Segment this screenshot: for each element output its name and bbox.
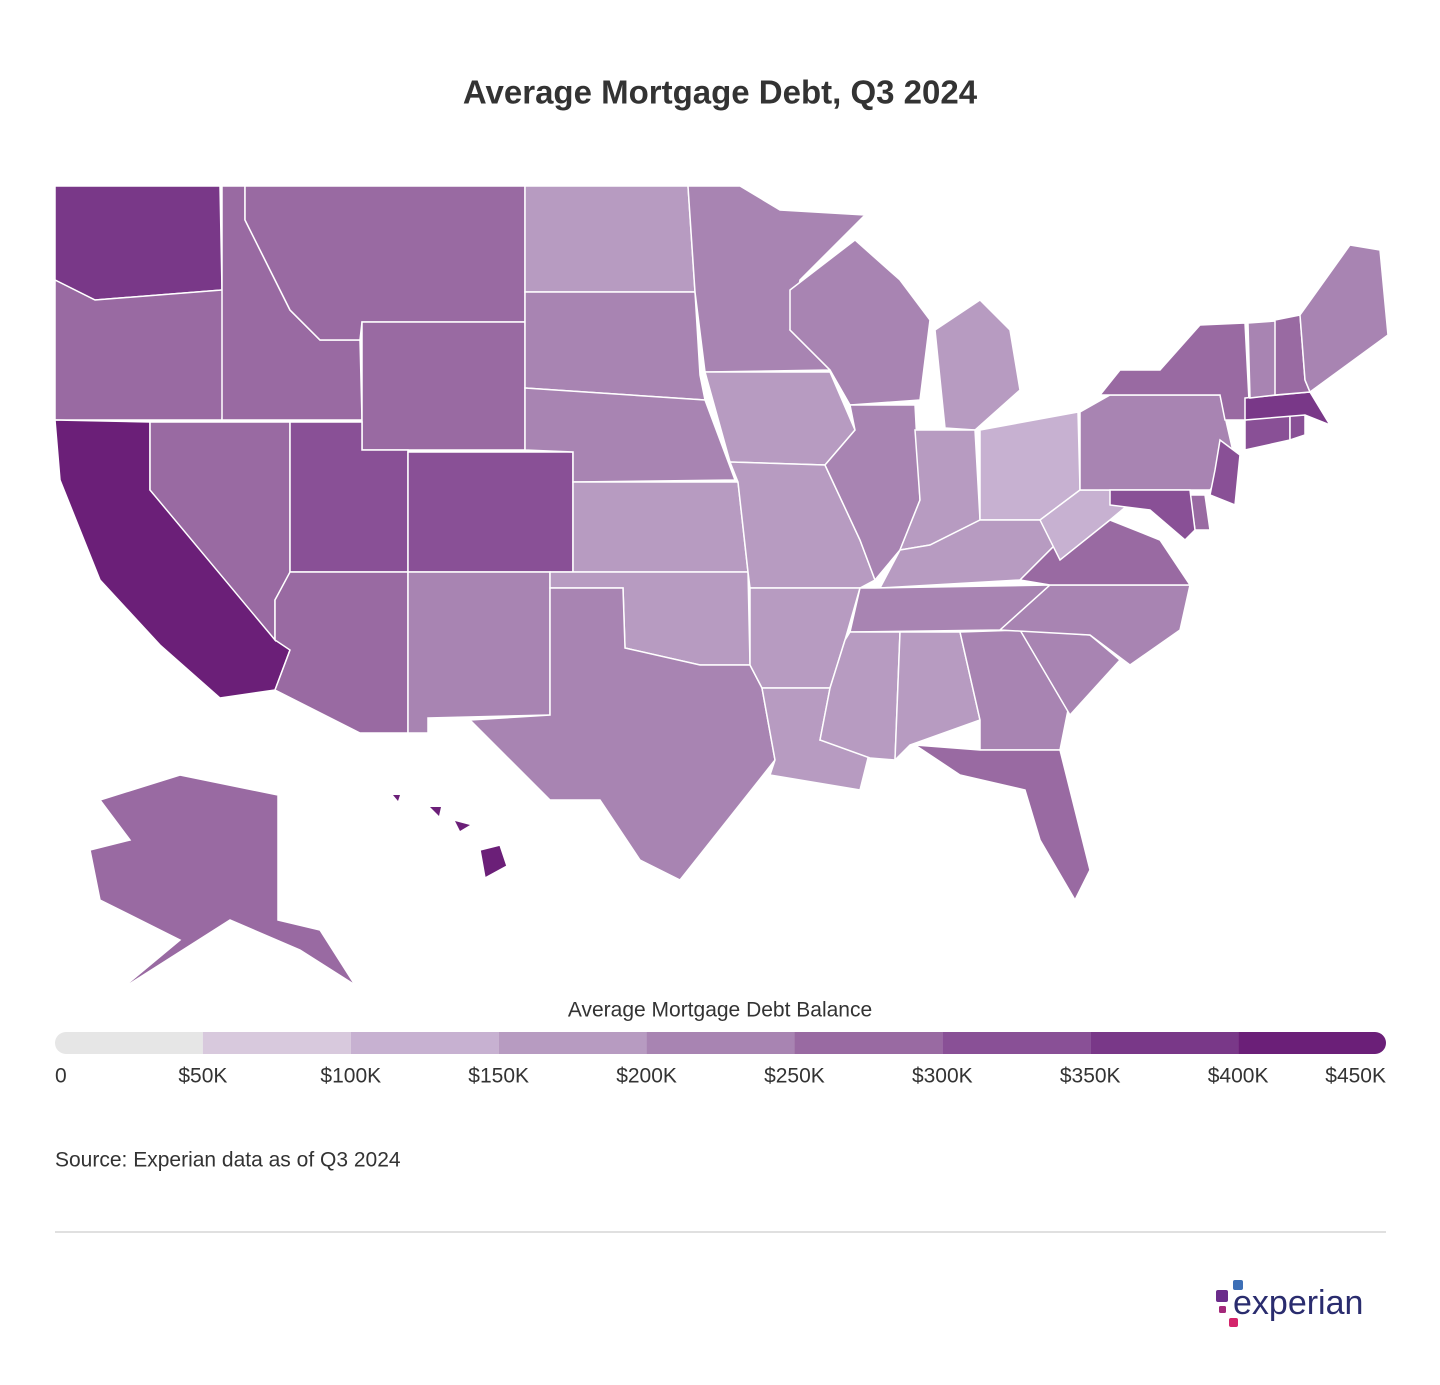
region-island	[455, 821, 470, 831]
legend-bin	[794, 1032, 943, 1054]
region	[54, 185, 223, 301]
legend-bin	[498, 1032, 647, 1054]
legend-bin	[942, 1032, 1091, 1054]
legend-tick-label: $400K	[1208, 1065, 1269, 1088]
region	[1299, 244, 1389, 394]
region	[789, 239, 931, 406]
legend-bin	[646, 1032, 795, 1054]
legend-scale	[55, 1032, 1386, 1054]
region	[468, 587, 776, 881]
region	[572, 481, 749, 573]
legend-tick-label: $350K	[1060, 1065, 1121, 1088]
region	[912, 744, 1091, 902]
region	[849, 584, 1052, 633]
region	[274, 571, 409, 734]
region-island	[393, 795, 400, 801]
us-map	[54, 185, 1389, 991]
chart-title: Average Mortgage Debt, Q3 2024	[463, 74, 978, 111]
region	[1244, 414, 1291, 451]
source-note: Source: Experian data as of Q3 2024	[55, 1149, 401, 1172]
legend-title: Average Mortgage Debt Balance	[568, 999, 872, 1022]
region	[934, 299, 1021, 431]
region	[407, 451, 574, 573]
legend-bin	[1090, 1032, 1239, 1054]
legend-tick-label: $50K	[178, 1065, 227, 1088]
region	[1209, 438, 1241, 507]
region	[524, 185, 696, 293]
legend-tick-label: $450K	[1325, 1065, 1386, 1088]
legend-tick-label: $200K	[616, 1065, 677, 1088]
region	[1109, 489, 1196, 542]
logo-mark	[1216, 1280, 1243, 1327]
legend-tick-label: $250K	[764, 1065, 825, 1088]
legend-tick-label: $150K	[468, 1065, 529, 1088]
region	[524, 291, 706, 401]
logo-text: experian	[1233, 1284, 1363, 1322]
legend-tick-label: $100K	[320, 1065, 381, 1088]
region	[361, 321, 526, 451]
legend-bin	[1238, 1032, 1386, 1054]
region	[54, 278, 231, 421]
legend-bin	[202, 1032, 351, 1054]
region	[1098, 322, 1251, 421]
region	[894, 631, 981, 762]
region	[479, 844, 508, 880]
region	[89, 774, 356, 991]
legend-bin	[350, 1032, 499, 1054]
region	[704, 371, 856, 466]
region	[407, 571, 551, 734]
region	[1079, 394, 1236, 491]
legend-tick-label: $300K	[912, 1065, 973, 1088]
region-island	[430, 807, 441, 816]
legend-tick-label: 0	[55, 1065, 67, 1088]
region	[1289, 414, 1306, 442]
legend-bin	[55, 1032, 203, 1054]
